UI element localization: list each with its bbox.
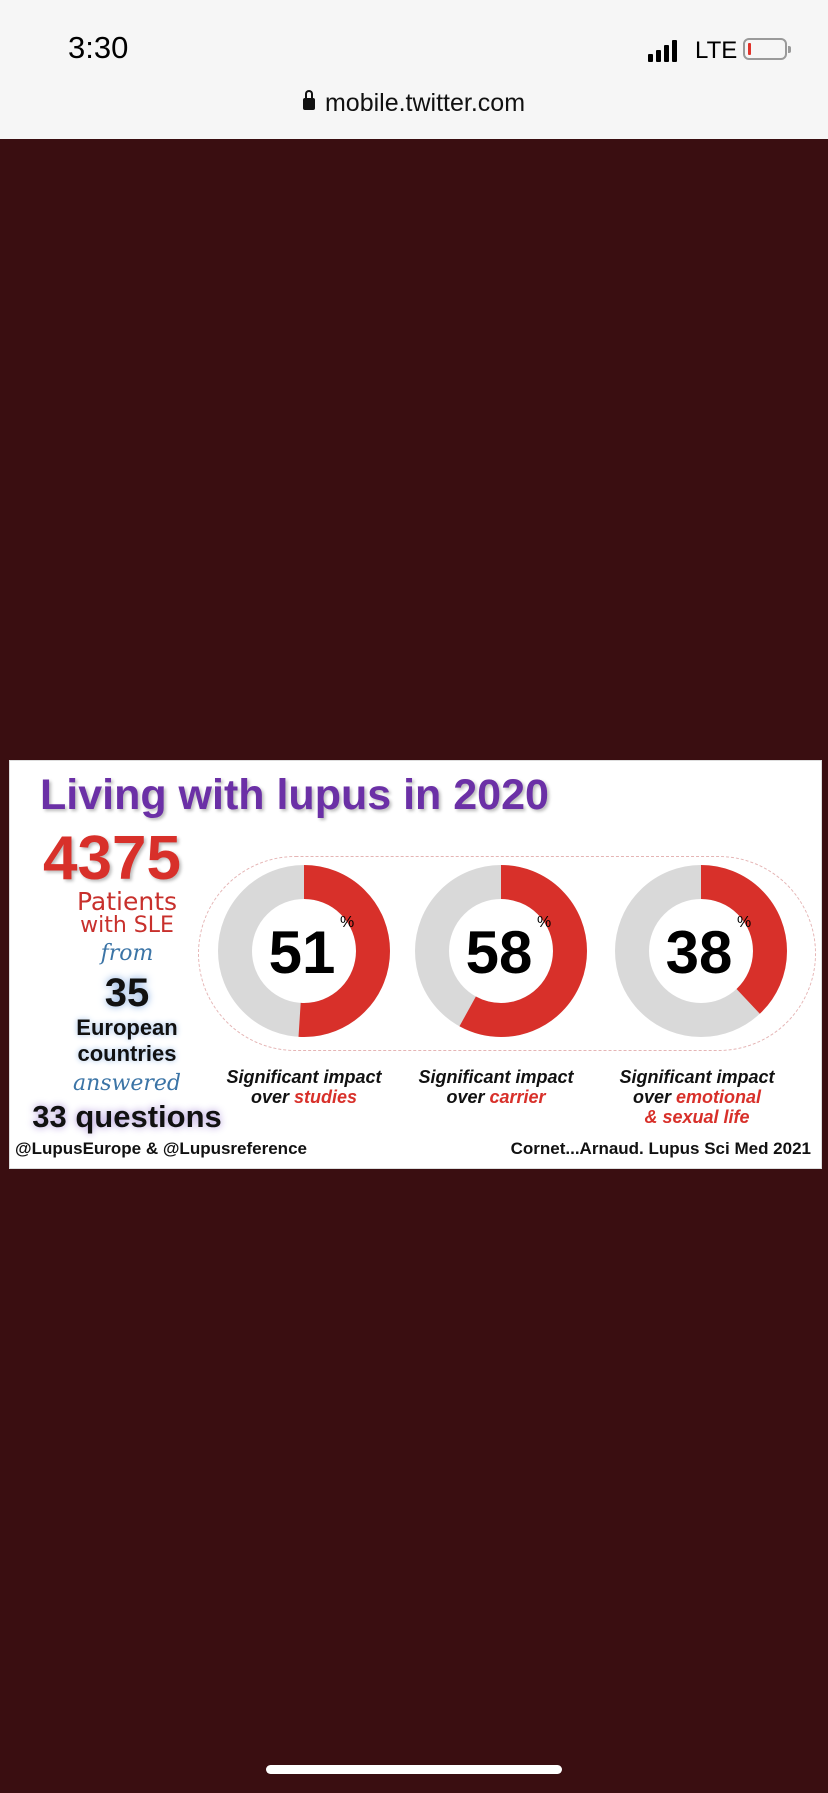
donut-value: 38 [666,919,733,986]
questions-count: 33 questions [32,1099,222,1134]
stat-label-line: Significant impact [226,1067,382,1087]
donut-segment [615,865,787,1037]
clock: 3:30 [68,30,129,65]
network-type: LTE [695,37,738,64]
from-label: from [100,941,154,966]
stat-label-line: Significant impact [418,1067,574,1087]
infographic-image[interactable]: Living with lupus in 2020 4375 Patients … [9,760,822,1169]
donut-segment [218,865,390,1037]
infographic-title: Living with lupus in 2020 [40,771,549,819]
battery-icon [743,38,791,60]
stat-label-studies: Significant impact over studies [204,1067,404,1107]
label-topic: carrier [489,1087,546,1107]
donut-segment [415,865,587,1037]
donut-value: 58 [466,919,533,986]
percent-sign: % [340,914,354,931]
patients-count: 4375 [43,824,181,893]
label-prefix: over [250,1087,294,1107]
label-topic: studies [294,1087,358,1107]
countries-label: European [76,1015,178,1040]
patients-label-2: with SLE [80,913,174,938]
label-prefix: over [446,1087,490,1107]
stat-label-line: over carrier [396,1087,596,1107]
stat-label-line: over studies [204,1087,404,1107]
stat-label-line: Significant impact [619,1067,775,1087]
stat-label-carrier: Significant impact over carrier [396,1067,596,1107]
patients-label: Patients [76,887,178,916]
countries-count: 35 [104,971,150,1015]
donut-value: 51 [269,919,336,986]
answered-label: answered [72,1071,182,1096]
stat-label-line: over emotional [597,1087,797,1107]
label-prefix: over [632,1087,676,1107]
signal-icon [648,40,677,62]
dashed-frame [198,856,816,1051]
stat-label-emotional: Significant impact over emotional & sexu… [597,1067,797,1127]
footer-handles: @LupusEurope & @Lupusreference [15,1139,307,1158]
address-bar[interactable]: mobile.twitter.com [0,89,828,118]
countries-label-2: countries [77,1041,177,1066]
stat-label-line: & sexual life [644,1107,750,1127]
home-indicator[interactable] [266,1765,562,1774]
percent-sign: % [737,914,751,931]
lock-icon [302,90,315,110]
percent-sign: % [537,914,551,931]
label-topic: emotional [676,1087,762,1107]
url-text: mobile.twitter.com [324,89,526,117]
donut-charts: 51% 58% 38% [218,865,787,1037]
footer-citation: Cornet...Arnaud. Lupus Sci Med 2021 [510,1139,811,1158]
status-and-address-bar: 3:30 LTE mobile.twitter.com [0,0,828,139]
